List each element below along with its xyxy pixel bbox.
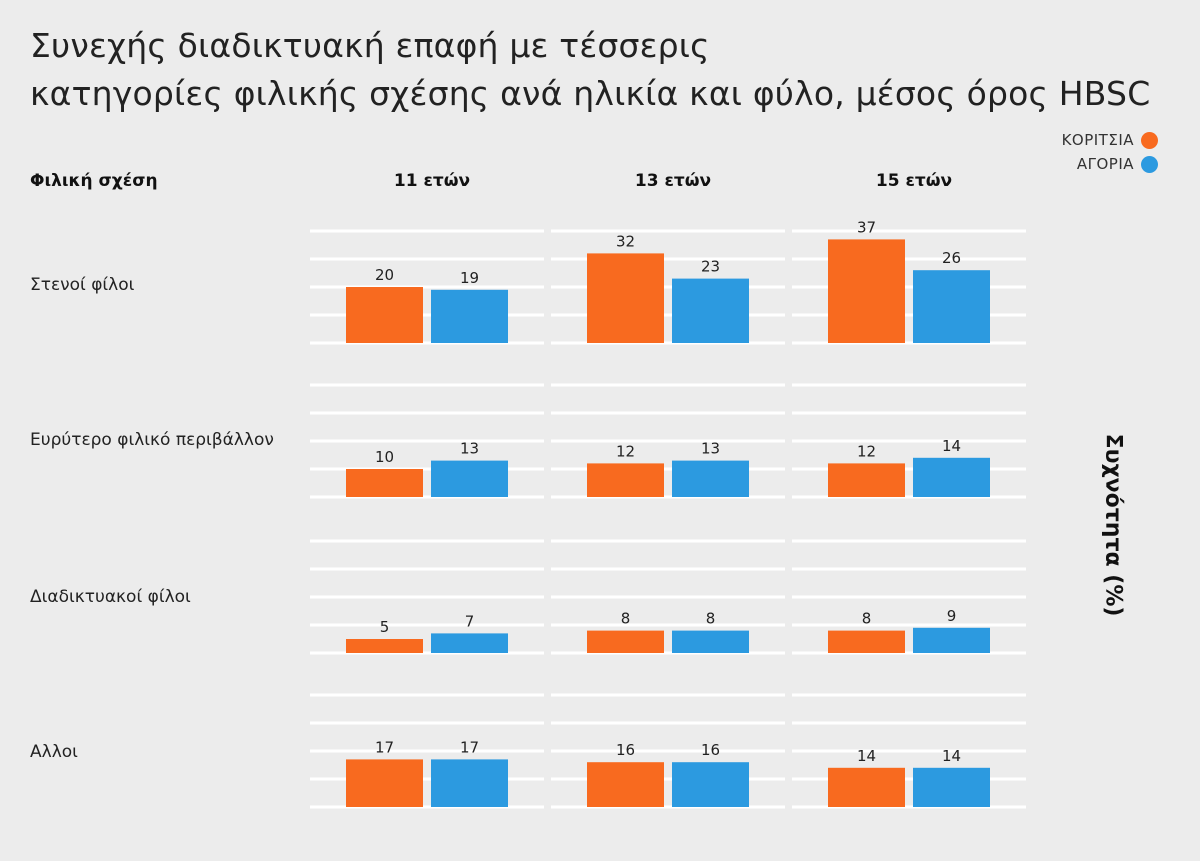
data-label-boys: 13 <box>701 440 720 458</box>
legend-label-boys: ΑΓΟΡΙΑ <box>1076 155 1134 173</box>
data-label-girls: 37 <box>857 218 876 236</box>
bar-boys <box>431 759 508 807</box>
bar-boys <box>913 767 990 807</box>
bar-boys <box>431 633 508 653</box>
data-label-boys: 8 <box>706 610 716 628</box>
bar-boys <box>431 289 508 343</box>
data-label-girls: 12 <box>857 442 876 460</box>
bar-girls <box>346 469 423 497</box>
data-label-girls: 16 <box>616 741 635 759</box>
bar-boys <box>913 627 990 653</box>
data-label-girls: 8 <box>862 610 872 628</box>
row-label-online-friends: Διαδικτυακοί φίλοι <box>30 587 191 607</box>
bar-girls <box>587 630 664 653</box>
bar-boys <box>672 278 749 343</box>
chart-title: Συνεχής διαδικτυακή επαφή με τέσσερις κα… <box>30 22 1150 118</box>
bar-girls <box>828 239 905 343</box>
bar-boys <box>913 457 990 497</box>
data-label-girls: 12 <box>616 442 635 460</box>
bar-girls <box>346 287 423 343</box>
data-label-boys: 19 <box>460 269 479 287</box>
data-label-boys: 26 <box>942 249 961 267</box>
legend-dot-boys <box>1141 155 1158 173</box>
legend: ΚΟΡΙΤΣΙΑ ΑΓΟΡΙΑ <box>1062 128 1158 176</box>
bar-boys <box>672 460 749 497</box>
data-label-girls: 8 <box>621 610 631 628</box>
bar-girls <box>828 767 905 807</box>
col-header-11: 11 ετών <box>393 171 471 191</box>
bar-girls <box>828 630 905 653</box>
col-header-15: 15 ετών <box>875 171 953 191</box>
data-label-girls: 10 <box>375 448 394 466</box>
data-label-boys: 14 <box>942 747 961 765</box>
row-label-others: Αλλοι <box>30 742 78 762</box>
legend-label-girls: ΚΟΡΙΤΣΙΑ <box>1061 131 1134 149</box>
chart-title-line1: Συνεχής διαδικτυακή επαφή με τέσσερις <box>30 26 710 65</box>
legend-item-girls: ΚΟΡΙΤΣΙΑ <box>1062 128 1158 152</box>
chart-title-line2: κατηγορίες φιλικής σχέσης ανά ηλικία και… <box>30 74 1151 113</box>
data-label-boys: 7 <box>465 612 475 630</box>
bar-girls <box>346 759 423 807</box>
row-label-wider-friends: Ευρύτερο φιλικό περιβάλλον <box>30 430 274 450</box>
data-label-girls: 5 <box>380 618 390 636</box>
bar-girls <box>587 762 664 807</box>
data-label-girls: 17 <box>375 738 394 756</box>
data-label-boys: 23 <box>701 258 720 276</box>
data-label-girls: 20 <box>375 266 394 284</box>
data-label-boys: 13 <box>460 440 479 458</box>
legend-item-boys: ΑΓΟΡΙΑ <box>1062 152 1158 176</box>
col-header-13: 13 ετών <box>634 171 712 191</box>
bar-girls <box>587 463 664 497</box>
data-label-boys: 16 <box>701 741 720 759</box>
row-header: Φιλική σχέση <box>30 171 158 191</box>
data-label-boys: 14 <box>942 437 961 455</box>
bar-boys <box>672 630 749 653</box>
bar-girls <box>828 463 905 497</box>
row-label-close-friends: Στενοί φίλοι <box>30 275 135 295</box>
bar-boys <box>913 270 990 343</box>
data-label-girls: 32 <box>616 232 635 250</box>
data-label-girls: 14 <box>857 747 876 765</box>
legend-dot-girls <box>1141 131 1158 149</box>
bar-girls <box>587 253 664 343</box>
data-label-boys: 9 <box>947 607 957 625</box>
data-label-boys: 17 <box>460 738 479 756</box>
bar-boys <box>672 762 749 807</box>
bar-girls <box>346 639 423 653</box>
bar-boys <box>431 460 508 497</box>
